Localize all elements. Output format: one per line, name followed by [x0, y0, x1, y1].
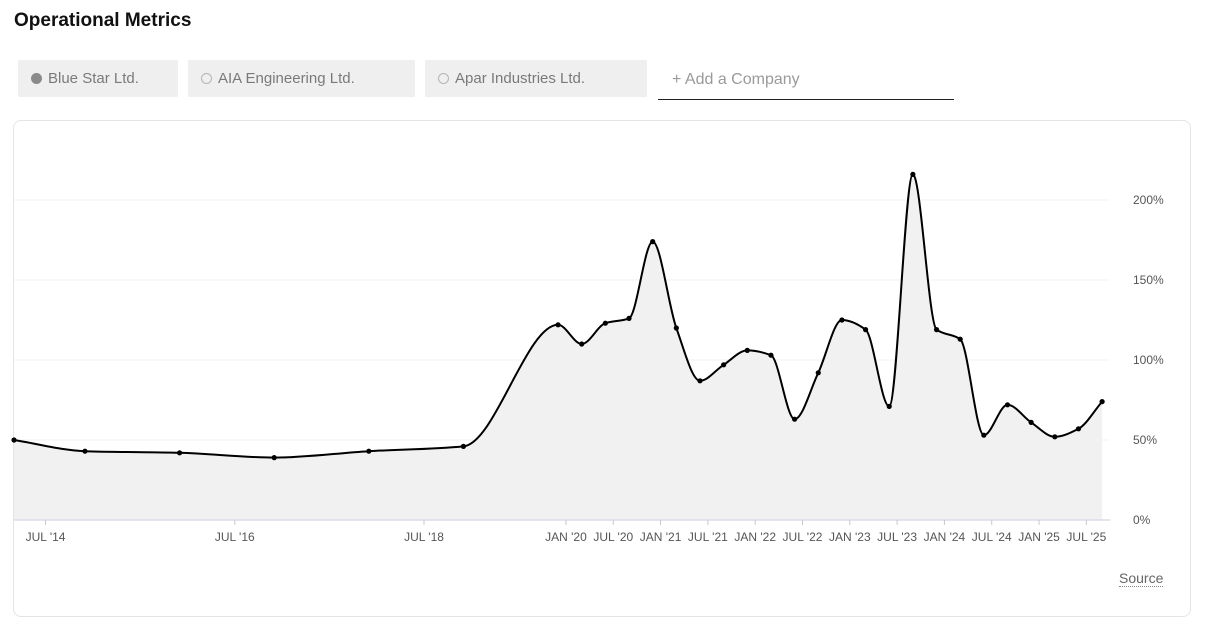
data-point [744, 347, 750, 353]
x-tick-label: JAN '20 [545, 530, 587, 544]
data-point [1004, 402, 1011, 408]
company-chip-label: Apar Industries Ltd. [455, 70, 586, 87]
x-tick-label: JAN '21 [640, 530, 682, 544]
data-point [721, 362, 727, 368]
company-chip-label: Blue Star Ltd. [48, 70, 139, 87]
data-point [271, 455, 277, 461]
data-point [11, 437, 17, 443]
x-tick-label: JUL '16 [215, 530, 255, 544]
company-chip-label: AIA Engineering Ltd. [218, 70, 355, 87]
data-point [602, 320, 608, 326]
data-point [1099, 399, 1105, 405]
data-point [697, 378, 703, 384]
data-point [1028, 419, 1034, 425]
data-point [862, 327, 869, 333]
x-tick-label: JAN '22 [734, 530, 776, 544]
series-area [14, 174, 1103, 520]
y-tick-label: 50% [1133, 433, 1157, 447]
y-tick-label: 0% [1133, 513, 1151, 527]
series-line [13, 173, 1103, 459]
x-tick-label: JUL '24 [972, 530, 1012, 544]
data-point [1052, 434, 1058, 440]
data-point [957, 336, 963, 342]
data-point [82, 448, 88, 454]
x-tick-label: JUL '14 [26, 530, 66, 544]
company-chip-blue-star[interactable]: Blue Star Ltd. [18, 60, 178, 97]
x-tick-label: JUL '18 [404, 530, 444, 544]
data-point [815, 370, 821, 376]
data-point [626, 315, 632, 321]
x-tick-label: JAN '23 [829, 530, 871, 544]
x-tick-label: JUL '23 [877, 530, 917, 544]
data-point [910, 171, 916, 177]
y-tick-label: 200% [1133, 193, 1164, 207]
x-tick-label: JUL '21 [688, 530, 728, 544]
data-point [839, 317, 845, 323]
x-tick-label: JUL '22 [783, 530, 823, 544]
data-point [768, 352, 774, 358]
unselected-dot-icon [201, 73, 212, 84]
unselected-dot-icon [438, 73, 449, 84]
data-point [792, 416, 798, 422]
x-tick-label: JUL '20 [593, 530, 633, 544]
add-company-input[interactable] [658, 60, 954, 100]
data-point [1075, 426, 1082, 432]
y-tick-label: 100% [1133, 353, 1164, 367]
data-point [176, 450, 183, 456]
source-link[interactable]: Source [1119, 570, 1164, 587]
y-tick-label: 150% [1133, 273, 1164, 287]
data-point [933, 327, 940, 333]
data-point [886, 403, 892, 409]
data-point [673, 325, 679, 331]
company-chip-aia-engineering[interactable]: AIA Engineering Ltd. [188, 60, 415, 97]
data-point [366, 448, 372, 454]
data-point [981, 432, 987, 438]
data-point [460, 443, 467, 449]
selected-dot-icon [31, 73, 42, 84]
x-tick-label: JAN '24 [924, 530, 966, 544]
page-title: Operational Metrics [14, 10, 192, 31]
data-point [650, 239, 656, 245]
data-point [579, 341, 585, 347]
x-tick-label: JUL '25 [1066, 530, 1106, 544]
x-tick-label: JAN '25 [1018, 530, 1060, 544]
company-chip-apar-industries[interactable]: Apar Industries Ltd. [425, 60, 647, 97]
data-point [555, 322, 561, 328]
